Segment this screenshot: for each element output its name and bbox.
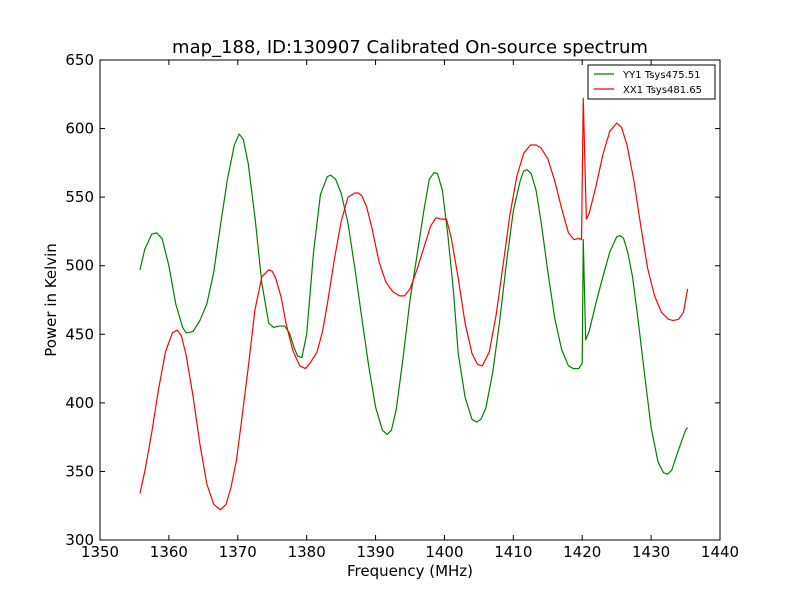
y-axis-label: Power in Kelvin [42,243,60,357]
legend: YY1 Tsys475.51 XX1 Tsys481.65 [587,64,716,100]
y-tick-label: 450 [65,325,94,343]
ticks-layer: 1350 1360 1370 1380 1390 1400 1410 1420 1430 1440… [65,51,739,561]
x-axis-label: Frequency (MHz) [347,562,473,580]
series-line-yy1 [139,133,689,475]
y-tick-label: 650 [65,51,94,69]
y-tick-label: 400 [65,394,94,412]
series-line-xx1 [139,97,689,511]
x-tick-label: 1350 [81,543,119,561]
x-tick-label: 1380 [288,543,326,561]
x-tick-label: 1390 [356,543,394,561]
y-tick-label: 500 [65,257,94,275]
chart-title: map_188, ID:130907 Calibrated On-source … [172,37,648,58]
plot-frame [99,59,721,541]
x-tick-label: 1440 [701,543,739,561]
x-tick-label: 1400 [425,543,463,561]
series-xx1 [139,97,689,511]
x-tick-label: 1410 [494,543,532,561]
legend-label-xx1: XX1 Tsys481.65 [623,85,702,96]
x-tick-label: 1370 [219,543,257,561]
x-tick-label: 1360 [150,543,188,561]
legend-label-yy1: YY1 Tsys475.51 [622,70,701,81]
y-tick-label: 350 [65,462,94,480]
y-tick-label: 300 [65,531,94,549]
legend-box [587,64,716,100]
x-tick-label: 1430 [632,543,670,561]
series-yy1 [139,133,689,475]
x-tick-label: 1420 [563,543,601,561]
y-tick-label: 550 [65,188,94,206]
y-tick-label: 600 [65,120,94,138]
series-layer [139,97,689,511]
